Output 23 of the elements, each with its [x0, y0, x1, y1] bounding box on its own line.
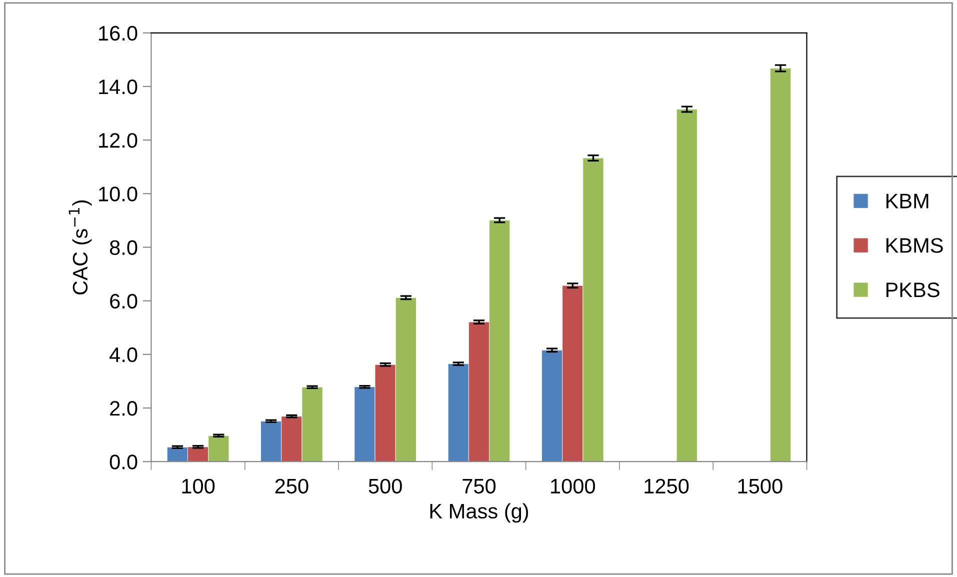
x-tick-label: 750: [462, 478, 496, 494]
x-tick-label: 100: [182, 478, 215, 494]
y-tick-label: 14.0: [99, 79, 138, 94]
bar: [676, 109, 698, 462]
y-tick-label: 4.0: [110, 347, 138, 362]
y-tick-label: 2.0: [110, 401, 138, 416]
y-tick-label: 8.0: [110, 240, 138, 255]
x-tick-label: 1500: [738, 478, 782, 494]
legend-label: PKBS: [886, 282, 940, 298]
y-tick-label: 16.0: [99, 26, 138, 41]
x-axis-title: K Mass (g): [430, 503, 528, 523]
y-tick-label: 12.0: [99, 133, 138, 148]
x-tick-label: 500: [368, 478, 402, 494]
y-tick-label: 10.0: [99, 186, 138, 202]
x-tick-label: 1000: [551, 478, 595, 494]
y-axis-title: CAC (s$^{−1}$): [68, 200, 92, 294]
legend-label: KBM: [886, 194, 928, 208]
legend-label: KBMS: [886, 238, 943, 253]
x-tick-label: 250: [275, 478, 308, 494]
bar: [770, 68, 792, 462]
y-tick-label: 6.0: [110, 294, 138, 309]
y-tick-label: 0.0: [110, 454, 138, 470]
x-tick-label: 1250: [644, 478, 689, 494]
